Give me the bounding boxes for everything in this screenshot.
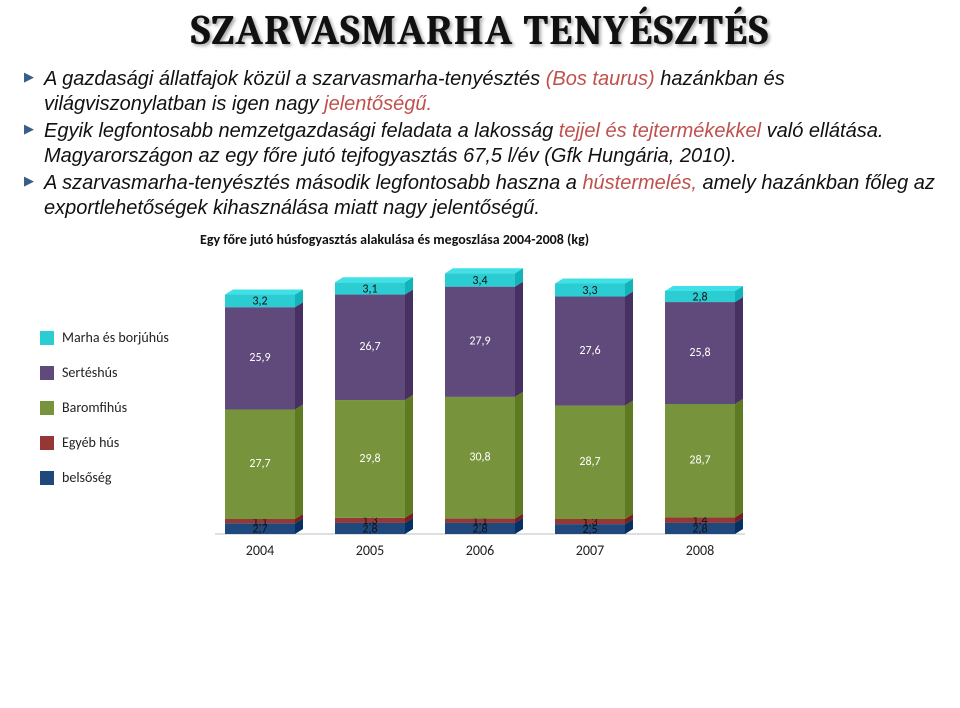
svg-text:25,8: 25,8: [689, 346, 710, 360]
legend-label: Egyéb hús: [62, 434, 119, 451]
chart-title: Egy főre jutó húsfogyasztás alakulása és…: [40, 231, 942, 248]
x-axis-categories: 2004 2005 2006 2007 2008: [200, 542, 760, 559]
svg-text:3,2: 3,2: [252, 295, 267, 309]
svg-text:28,7: 28,7: [579, 455, 600, 469]
svg-text:27,7: 27,7: [249, 457, 270, 471]
bullet-highlight: hústermelés,: [582, 172, 697, 194]
svg-text:27,9: 27,9: [469, 335, 490, 349]
bullet-highlight: jelentőségű.: [324, 93, 432, 115]
svg-text:27,6: 27,6: [579, 344, 600, 358]
svg-text:3,3: 3,3: [582, 284, 597, 298]
legend-label: Marha és borjúhús: [62, 329, 169, 346]
x-category-label: 2004: [225, 542, 295, 559]
swatch-icon: [40, 366, 54, 380]
chart-area: 2,71,127,725,93,22,81,329,826,73,12,81,1…: [200, 256, 760, 559]
slide-title: SZARVASMARHA TENYÉSZTÉS: [18, 6, 942, 61]
chart-legend: Marha és borjúhús Sertéshús Baromfihús E…: [40, 256, 200, 559]
swatch-icon: [40, 436, 54, 450]
svg-text:28,7: 28,7: [689, 454, 710, 468]
legend-item: Sertéshús: [40, 364, 200, 381]
legend-item: Baromfihús: [40, 399, 200, 416]
stacked-bar-chart: 2,71,127,725,93,22,81,329,826,73,12,81,1…: [200, 256, 760, 536]
swatch-icon: [40, 331, 54, 345]
x-category-label: 2008: [665, 542, 735, 559]
legend-label: Baromfihús: [62, 399, 127, 416]
bullet-text: Egyik legfontosabb nemzetgazdasági felad…: [44, 120, 559, 142]
bullet-text: A gazdasági állatfajok közül a szarvasma…: [44, 68, 546, 90]
svg-text:3,1: 3,1: [362, 282, 377, 296]
x-category-label: 2005: [335, 542, 405, 559]
svg-text:30,8: 30,8: [469, 451, 490, 465]
legend-item: belsőség: [40, 469, 200, 486]
bullet-item: Egyik legfontosabb nemzetgazdasági felad…: [24, 119, 942, 169]
chart-block: Egy főre jutó húsfogyasztás alakulása és…: [18, 231, 942, 559]
swatch-icon: [40, 401, 54, 415]
svg-text:2,8: 2,8: [692, 290, 707, 304]
legend-item: Egyéb hús: [40, 434, 200, 451]
svg-text:25,9: 25,9: [249, 351, 270, 365]
bullet-item: A gazdasági állatfajok közül a szarvasma…: [24, 67, 942, 117]
legend-label: Sertéshús: [62, 364, 117, 381]
bullet-text: A szarvasmarha-tenyésztés második legfon…: [44, 172, 582, 194]
x-category-label: 2007: [555, 542, 625, 559]
svg-text:29,8: 29,8: [359, 452, 380, 466]
svg-text:26,7: 26,7: [359, 340, 380, 354]
bullet-list: A gazdasági állatfajok közül a szarvasma…: [18, 67, 942, 221]
x-category-label: 2006: [445, 542, 515, 559]
bullet-item: A szarvasmarha-tenyésztés második legfon…: [24, 171, 942, 221]
bullet-highlight: (Bos taurus): [546, 68, 655, 90]
legend-item: Marha és borjúhús: [40, 329, 200, 346]
svg-text:3,4: 3,4: [472, 274, 487, 288]
bullet-highlight: tejjel és tejtermékekkel: [559, 120, 761, 142]
swatch-icon: [40, 471, 54, 485]
legend-label: belsőség: [62, 469, 111, 486]
